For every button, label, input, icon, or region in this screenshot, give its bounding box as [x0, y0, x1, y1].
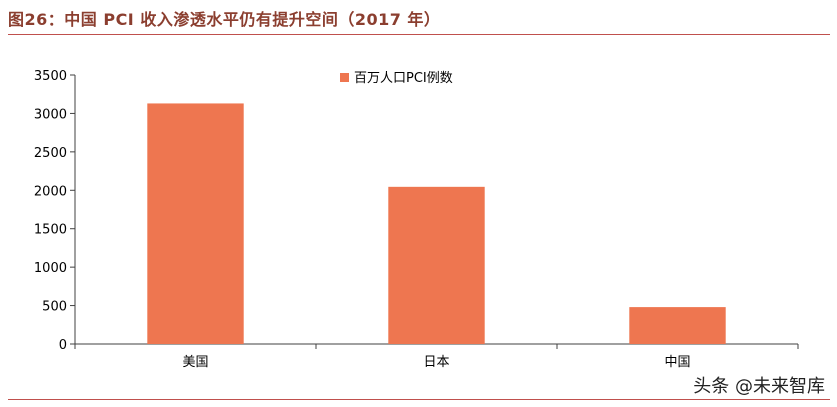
- bar-2: [629, 307, 726, 344]
- y-tick-label: 2500: [34, 146, 67, 161]
- watermark: 头条 @未来智库: [693, 376, 825, 397]
- footer-divider: [8, 399, 830, 400]
- bar-0: [147, 103, 244, 345]
- x-axis: 美国 日本 中国: [74, 343, 799, 370]
- title-divider: [8, 34, 830, 35]
- x-category-label: 中国: [664, 355, 690, 370]
- bar-1: [388, 186, 485, 344]
- y-tick-label: 1000: [34, 261, 67, 276]
- y-tick-label: 3000: [34, 107, 67, 122]
- x-category-label: 美国: [182, 355, 208, 370]
- legend-swatch: [340, 73, 349, 82]
- y-tick-label: 1500: [34, 223, 67, 238]
- legend: 百万人口PCI例数: [340, 71, 453, 86]
- bar-series: [147, 103, 726, 345]
- legend-label: 百万人口PCI例数: [354, 71, 453, 86]
- figure-title: 图26：中国 PCI 收入渗透水平仍有提升空间（2017 年）: [8, 10, 441, 29]
- y-tick-label: 2000: [34, 184, 67, 199]
- y-tick-label: 3500: [34, 69, 67, 84]
- x-category-label: 日本: [423, 355, 449, 370]
- y-axis: 0 500 1000 1500 2000 2500 3000 3500: [34, 69, 76, 353]
- y-tick-label: 500: [42, 300, 67, 315]
- y-tick-label: 0: [59, 338, 67, 353]
